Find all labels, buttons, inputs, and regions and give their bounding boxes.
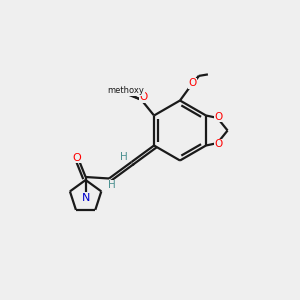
Text: O: O xyxy=(72,152,81,163)
Text: N: N xyxy=(81,193,90,203)
Text: H: H xyxy=(108,180,116,190)
Text: O: O xyxy=(215,139,223,149)
Text: H: H xyxy=(120,152,128,162)
Text: O: O xyxy=(139,92,147,103)
Text: O: O xyxy=(215,112,223,122)
Text: methoxy: methoxy xyxy=(107,86,144,95)
Text: O: O xyxy=(188,78,197,88)
